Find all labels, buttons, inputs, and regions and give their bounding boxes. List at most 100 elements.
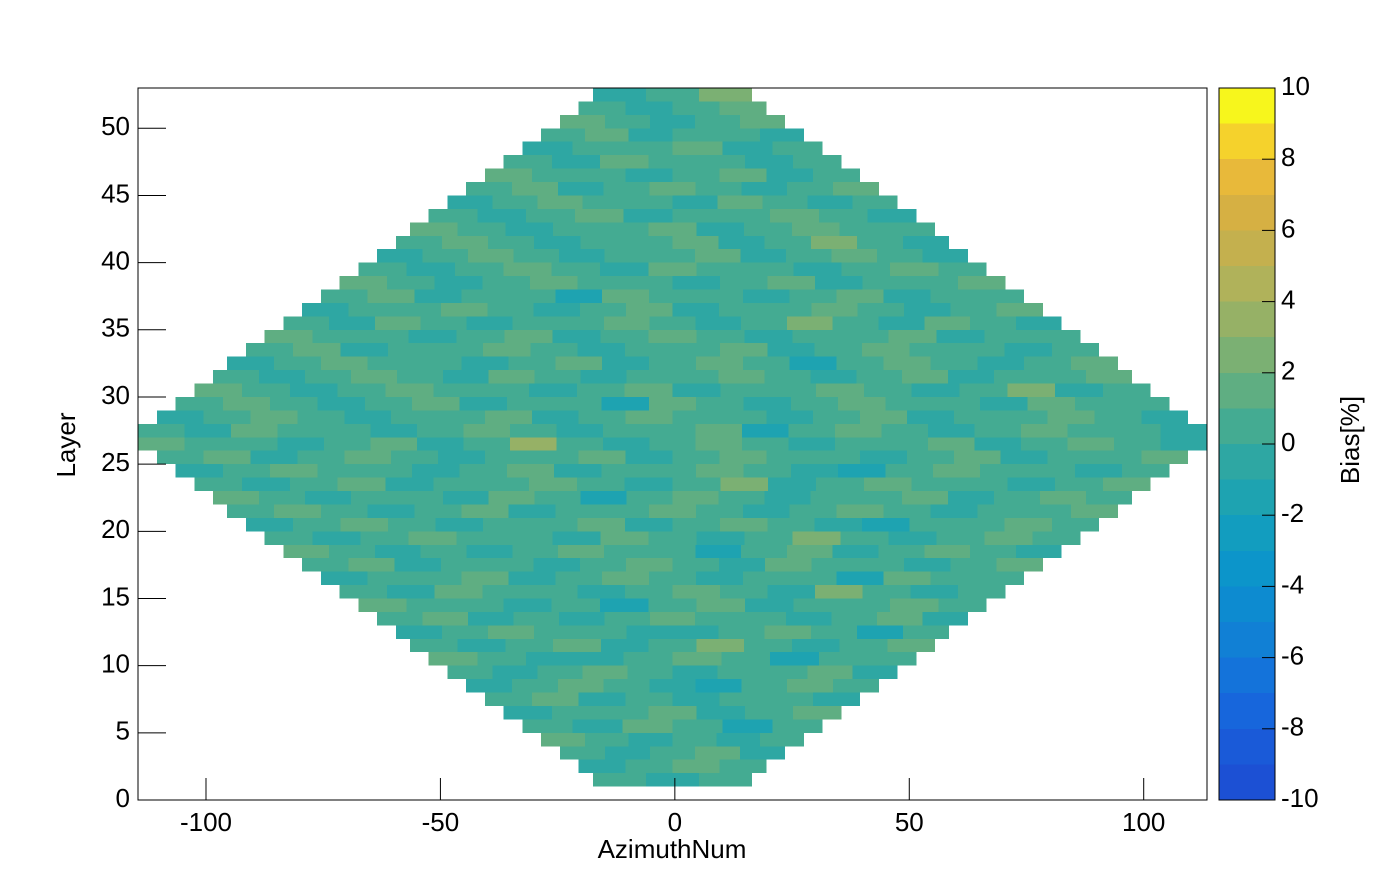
y-tick-label: 50 bbox=[101, 111, 130, 141]
heatmap-cell bbox=[230, 437, 278, 451]
heatmap-cell bbox=[628, 128, 673, 142]
heatmap-cell bbox=[488, 370, 535, 384]
heatmap-cell bbox=[484, 410, 532, 424]
heatmap-cell bbox=[1032, 329, 1081, 344]
heatmap-cell bbox=[910, 585, 958, 599]
colorbar-tick-label: -6 bbox=[1281, 640, 1304, 670]
plot-frame bbox=[137, 87, 1208, 801]
heatmap-cell bbox=[370, 423, 417, 438]
heatmap-cell bbox=[302, 302, 349, 317]
heatmap-cell bbox=[484, 168, 532, 183]
heatmap-cell bbox=[716, 732, 761, 747]
heatmap-cell bbox=[860, 450, 907, 465]
heatmap-cell bbox=[909, 517, 957, 532]
heatmap-cell bbox=[718, 625, 765, 639]
heatmap-cell bbox=[222, 396, 271, 411]
heatmap-cell bbox=[791, 638, 840, 653]
heatmap-cell bbox=[832, 679, 879, 693]
heatmap-cell bbox=[600, 262, 649, 277]
heatmap-cell bbox=[789, 504, 837, 518]
heatmap-cell bbox=[184, 437, 231, 451]
heatmap-cell bbox=[672, 491, 719, 505]
colorbar-tick-label: 6 bbox=[1281, 213, 1295, 243]
heatmap-cell bbox=[222, 464, 271, 478]
heatmap-cell bbox=[648, 396, 697, 411]
heatmap-cell bbox=[741, 544, 787, 559]
heatmap-cell bbox=[572, 141, 623, 156]
heatmap-cell bbox=[810, 625, 857, 639]
heatmap-cell bbox=[555, 289, 603, 303]
heatmap-cell bbox=[533, 558, 580, 572]
heatmap-cell bbox=[922, 249, 968, 263]
heatmap-cell bbox=[1071, 504, 1118, 518]
heatmap-cell bbox=[293, 517, 341, 532]
heatmap-cell bbox=[813, 168, 861, 183]
heatmap-cell bbox=[957, 585, 1006, 599]
heatmap-cell bbox=[1141, 410, 1189, 424]
heatmap-cell bbox=[422, 249, 469, 263]
heatmap-cell bbox=[857, 302, 904, 317]
heatmap-cell bbox=[742, 289, 790, 303]
heatmap-cell bbox=[887, 638, 936, 653]
heatmap-cell bbox=[461, 504, 509, 518]
heatmap-cell bbox=[297, 450, 345, 465]
y-tick-label: 35 bbox=[101, 313, 130, 343]
heatmap-cell bbox=[551, 598, 601, 612]
heatmap-cell bbox=[592, 88, 646, 102]
heatmap-cell bbox=[457, 638, 506, 653]
heatmap-cell bbox=[484, 692, 532, 706]
heatmap-cell bbox=[526, 208, 575, 223]
heatmap-cell bbox=[672, 719, 723, 733]
heatmap-cell bbox=[367, 289, 415, 303]
heatmap-cell bbox=[856, 235, 904, 250]
heatmap-cell bbox=[936, 329, 985, 344]
heatmap-cell bbox=[957, 276, 1006, 290]
heatmap-cell bbox=[856, 491, 903, 505]
heatmap-cell bbox=[582, 195, 628, 209]
heatmap-cell bbox=[883, 571, 931, 586]
heatmap-cell bbox=[860, 410, 907, 424]
heatmap-cell bbox=[672, 235, 719, 250]
heatmap-cell bbox=[482, 343, 531, 357]
heatmap-cell bbox=[531, 168, 579, 183]
heatmap-cell bbox=[138, 423, 185, 438]
heatmap-cell bbox=[339, 276, 388, 290]
heatmap-cell bbox=[835, 423, 882, 438]
heatmap-cell bbox=[1007, 477, 1056, 492]
heatmap-cell bbox=[887, 222, 936, 236]
heatmap-cell bbox=[696, 464, 744, 478]
heatmap-cell bbox=[852, 665, 898, 680]
heatmap-cell bbox=[374, 544, 421, 559]
heatmap-cell bbox=[760, 128, 804, 142]
heatmap-cell bbox=[889, 598, 939, 612]
heatmap-cell bbox=[230, 423, 278, 438]
heatmap-cell bbox=[387, 276, 435, 290]
heatmap-cell bbox=[578, 101, 626, 115]
heatmap-cell bbox=[577, 343, 626, 357]
heatmap-cell bbox=[463, 437, 510, 451]
heatmap-cell bbox=[574, 208, 624, 223]
heatmap-cell bbox=[468, 249, 514, 263]
heatmap-cell bbox=[512, 544, 559, 559]
heatmap-cell bbox=[576, 477, 625, 492]
heatmap-cell bbox=[742, 423, 789, 438]
heatmap-cell bbox=[719, 450, 767, 465]
heatmap-cell bbox=[625, 343, 673, 357]
heatmap-cell bbox=[408, 531, 457, 545]
heatmap-cell bbox=[461, 356, 509, 371]
heatmap-cell bbox=[559, 114, 605, 129]
heatmap-cell bbox=[649, 423, 696, 438]
heatmap-cell bbox=[996, 302, 1043, 317]
colorbar-bin bbox=[1219, 657, 1275, 694]
heatmap-cell bbox=[531, 692, 579, 706]
heatmap-cell bbox=[742, 504, 790, 518]
heatmap-cell bbox=[814, 343, 863, 357]
heatmap-cell bbox=[910, 276, 958, 290]
heatmap-cell bbox=[649, 356, 696, 371]
heatmap-cell bbox=[623, 208, 673, 223]
heatmap-cell bbox=[1055, 383, 1103, 397]
heatmap-cell bbox=[391, 450, 439, 465]
heatmap-cell bbox=[696, 598, 745, 612]
heatmap-cell bbox=[138, 437, 185, 451]
heatmap-cell bbox=[626, 491, 673, 505]
